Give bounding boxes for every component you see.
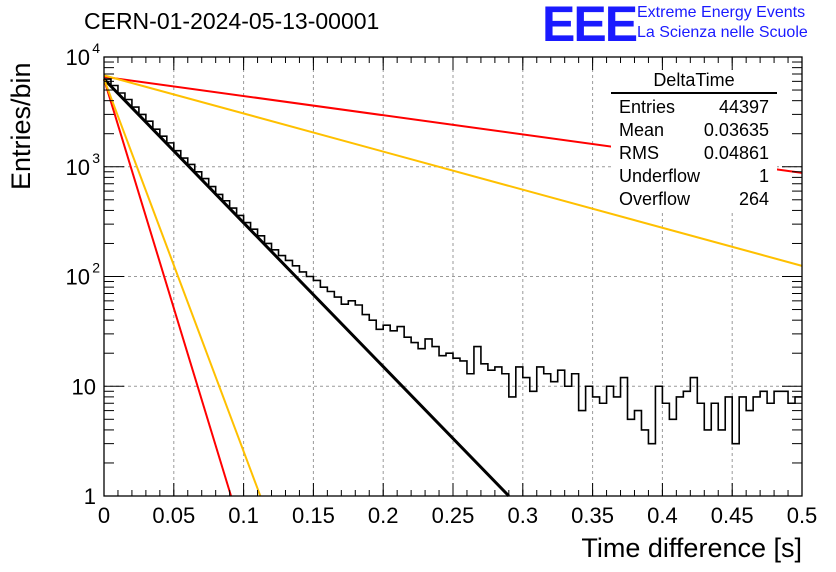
fit-line [102,77,510,498]
fit-line [103,78,232,497]
histogram [104,78,802,445]
fit-curves [102,74,803,498]
stats-label: Underflow [619,166,701,186]
x-tick-label: 0.1 [228,503,259,528]
y-axis-label: Entries/bin [6,62,36,190]
logo-line-2: La Scienza nelle Scuole [637,24,808,41]
y-tick-label: 1 [84,484,96,509]
y-tick-exponent: 2 [92,260,100,276]
y-tick-label: 10 [66,265,90,290]
y-axis-label-wrap: Entries/bin [4,40,38,190]
stats-row-overflow: Overflow 264 [611,188,777,211]
stats-value: 0.03635 [703,120,769,140]
y-tick-label: 10 [66,155,90,180]
x-tick-label: 0.25 [432,503,475,528]
x-tick-label: 0.35 [571,503,614,528]
stats-value: 264 [738,189,769,209]
logo-line-1: Extreme Energy Events [637,4,806,21]
x-tick-label: 0 [98,503,110,528]
y-tick-exponent: 3 [92,150,100,166]
y-tick-exponent: 4 [92,40,100,56]
stats-row-entries: Entries 44397 [611,96,777,119]
y-tick-label: 10 [66,45,90,70]
x-tick-label: 0.2 [368,503,399,528]
stats-row-rms: RMS 0.04861 [611,142,777,165]
stats-value: 0.04861 [703,143,769,163]
stats-box: DeltaTime Entries 44397 Mean 0.03635 RMS… [611,70,777,211]
x-tick-label: 0.3 [508,503,539,528]
axis-ticks [103,56,803,497]
stats-label: Entries [619,97,676,117]
stats-value: 1 [758,166,769,186]
y-tick-label: 10 [72,374,96,399]
eee-logo: EEE [542,0,638,52]
stats-value: 44397 [718,97,769,117]
stats-label: RMS [619,143,659,163]
x-tick-label: 0.5 [787,503,818,528]
histogram-line [104,78,802,445]
stats-row-underflow: Underflow 1 [611,165,777,188]
stats-label: Mean [619,120,665,140]
tick-labels: 0 0.05 0.1 0.15 0.2 0.25 0.3 0.35 0.4 0.45 0.5 1 10 1… [66,40,818,528]
x-tick-label: 0.05 [152,503,195,528]
fit-line [103,78,262,497]
x-axis-label: Time difference [s] [581,533,802,563]
x-tick-label: 0.45 [711,503,754,528]
x-tick-label: 0.4 [647,503,678,528]
fit-line [103,74,803,267]
chart-title: CERN-01-2024-05-13-00001 [84,8,380,34]
x-tick-label: 0.15 [292,503,335,528]
stats-row-mean: Mean 0.03635 [611,119,777,142]
stats-label: Overflow [619,189,691,209]
stats-title: DeltaTime [611,70,777,94]
